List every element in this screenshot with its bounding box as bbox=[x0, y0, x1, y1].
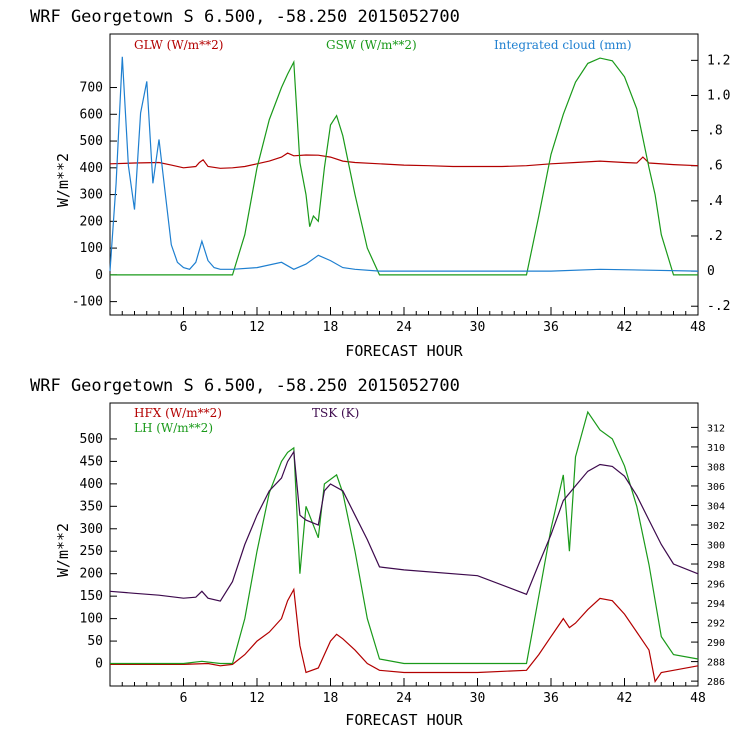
y2-tick-label: 292 bbox=[707, 619, 725, 630]
y-tick-label: 200 bbox=[80, 214, 103, 229]
y-ticks-right: 286 288 290 292 294 296 298 300 302 304 306 308 310 3… bbox=[691, 423, 725, 688]
y-tick-label: 700 bbox=[80, 81, 103, 96]
series-line-2 bbox=[109, 449, 699, 602]
y-ticks-right: -.2 0 .2 .4 .6 .8 1.0 1.2 bbox=[691, 53, 730, 314]
y-axis-label: W/m**2 bbox=[54, 523, 72, 577]
flux-tsk-panel: WRF Georgetown S 6.500, -58.250 20150527… bbox=[30, 376, 725, 729]
y-tick-label: 100 bbox=[80, 612, 103, 627]
y-tick-label: 450 bbox=[80, 454, 103, 469]
x-tick-label: 30 bbox=[470, 691, 486, 706]
y-tick-label: 300 bbox=[80, 522, 103, 537]
y2-tick-label: 304 bbox=[707, 501, 725, 512]
y2-tick-label: 0 bbox=[707, 264, 715, 279]
legend-lh: LH (W/m**2) bbox=[134, 421, 213, 435]
plot-frame bbox=[109, 33, 699, 316]
y2-tick-label: 312 bbox=[707, 423, 725, 434]
x-tick-label: 12 bbox=[249, 691, 265, 706]
x-tick-label: 48 bbox=[690, 320, 706, 335]
y-tick-label: 350 bbox=[80, 499, 103, 514]
y-tick-label: 400 bbox=[80, 161, 103, 176]
y2-tick-label: -.2 bbox=[707, 299, 730, 314]
x-tick-label: 6 bbox=[180, 691, 188, 706]
x-tick-label: 30 bbox=[470, 320, 486, 335]
legend-gsw: GSW (W/m**2) bbox=[326, 38, 417, 52]
y-tick-label: 600 bbox=[80, 107, 103, 122]
y2-tick-label: .2 bbox=[707, 229, 723, 244]
series-line-2 bbox=[109, 56, 699, 272]
x-tick-label: 12 bbox=[249, 320, 265, 335]
x-tick-label: 48 bbox=[690, 691, 706, 706]
y-tick-label: 100 bbox=[80, 241, 103, 256]
y-tick-label: 0 bbox=[95, 268, 103, 283]
x-tick-label: 24 bbox=[396, 320, 412, 335]
y2-tick-label: 298 bbox=[707, 560, 725, 571]
x-tick-label: 42 bbox=[617, 320, 633, 335]
legend-tsk: TSK (K) bbox=[312, 406, 359, 420]
x-ticks: 6 12 18 24 30 36 42 48 bbox=[121, 678, 706, 706]
y2-tick-label: 1.0 bbox=[707, 88, 730, 103]
series-line-1 bbox=[110, 57, 698, 276]
y-tick-label: 300 bbox=[80, 188, 103, 203]
y2-tick-label: 296 bbox=[707, 580, 725, 591]
legend-cloud: Integrated cloud (mm) bbox=[494, 38, 632, 52]
x-tick-label: 18 bbox=[323, 691, 339, 706]
y-axis-label: W/m**2 bbox=[54, 153, 72, 207]
y2-tick-label: .6 bbox=[707, 159, 723, 174]
panel-title: WRF Georgetown S 6.500, -58.250 20150527… bbox=[30, 7, 460, 27]
plot-frame bbox=[109, 402, 699, 687]
y2-tick-label: 286 bbox=[707, 677, 725, 688]
y-tick-label: 150 bbox=[80, 589, 103, 604]
radiation-cloud-panel: WRF Georgetown S 6.500, -58.250 20150527… bbox=[30, 7, 730, 360]
y2-tick-label: 302 bbox=[707, 521, 725, 532]
x-tick-label: 36 bbox=[543, 691, 559, 706]
x-ticks: 6 12 18 24 30 36 42 48 bbox=[121, 307, 706, 335]
y-tick-label: 500 bbox=[80, 134, 103, 149]
y-tick-label: 50 bbox=[87, 634, 103, 649]
y2-tick-label: 310 bbox=[707, 443, 725, 454]
series-line-0 bbox=[109, 152, 699, 169]
x-tick-label: 36 bbox=[543, 320, 559, 335]
x-tick-label: 24 bbox=[396, 691, 412, 706]
y2-tick-label: 288 bbox=[707, 658, 725, 669]
y-tick-label: 500 bbox=[80, 432, 103, 447]
series-lines bbox=[109, 56, 699, 276]
panel-title: WRF Georgetown S 6.500, -58.250 20150527… bbox=[30, 376, 460, 396]
y2-tick-label: 294 bbox=[707, 599, 725, 610]
series-lines bbox=[109, 410, 699, 684]
x-axis-label: FORECAST HOUR bbox=[345, 711, 463, 729]
y-tick-label: 250 bbox=[80, 544, 103, 559]
y-tick-label: 400 bbox=[80, 477, 103, 492]
legend-glw: GLW (W/m**2) bbox=[134, 38, 223, 52]
y-tick-label: 0 bbox=[95, 657, 103, 672]
y-ticks-left: -100 0 100 200 300 400 500 600 700 bbox=[72, 81, 117, 310]
y-tick-label: -100 bbox=[72, 295, 103, 310]
x-tick-label: 42 bbox=[617, 691, 633, 706]
y2-tick-label: .8 bbox=[707, 124, 723, 139]
x-axis-label: FORECAST HOUR bbox=[345, 342, 463, 360]
y-tick-label: 200 bbox=[80, 567, 103, 582]
y2-tick-label: 300 bbox=[707, 541, 725, 552]
legend-hfx: HFX (W/m**2) bbox=[134, 406, 222, 420]
x-tick-label: 6 bbox=[180, 320, 188, 335]
y2-tick-label: 308 bbox=[707, 462, 725, 473]
series-line-1 bbox=[110, 410, 699, 665]
y2-tick-label: .4 bbox=[707, 194, 723, 209]
y2-tick-label: 290 bbox=[707, 638, 725, 649]
y-ticks-left: 0 50 100 150 200 250 300 350 400 450 500 bbox=[80, 432, 117, 672]
series-line-0 bbox=[110, 587, 699, 684]
x-tick-label: 18 bbox=[323, 320, 339, 335]
y2-tick-label: 306 bbox=[707, 482, 725, 493]
y2-tick-label: 1.2 bbox=[707, 53, 730, 68]
